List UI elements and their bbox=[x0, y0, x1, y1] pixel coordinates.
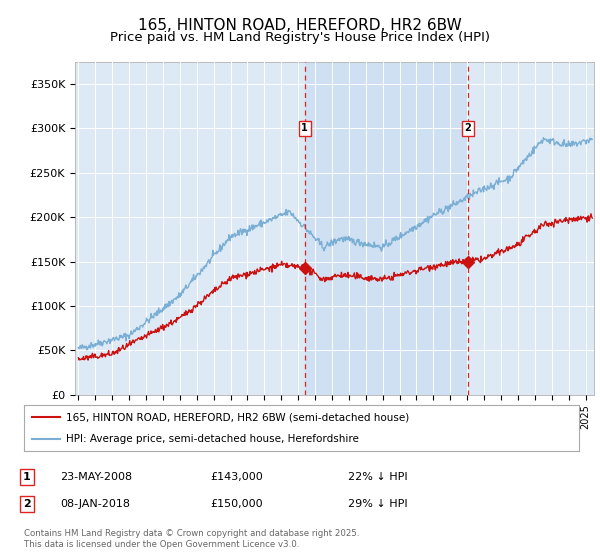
Text: 23-MAY-2008: 23-MAY-2008 bbox=[60, 472, 132, 482]
Text: £150,000: £150,000 bbox=[210, 499, 263, 509]
Text: 1: 1 bbox=[23, 472, 31, 482]
Text: HPI: Average price, semi-detached house, Herefordshire: HPI: Average price, semi-detached house,… bbox=[65, 435, 359, 444]
Text: 2: 2 bbox=[23, 499, 31, 509]
Text: 08-JAN-2018: 08-JAN-2018 bbox=[60, 499, 130, 509]
Bar bbox=[305, 62, 468, 395]
Text: 1: 1 bbox=[301, 123, 308, 133]
Text: Contains HM Land Registry data © Crown copyright and database right 2025.
This d: Contains HM Land Registry data © Crown c… bbox=[24, 529, 359, 549]
Text: 22% ↓ HPI: 22% ↓ HPI bbox=[348, 472, 407, 482]
Text: 2: 2 bbox=[464, 123, 471, 133]
Text: £143,000: £143,000 bbox=[210, 472, 263, 482]
Text: 165, HINTON ROAD, HEREFORD, HR2 6BW (semi-detached house): 165, HINTON ROAD, HEREFORD, HR2 6BW (sem… bbox=[65, 412, 409, 422]
Text: 29% ↓ HPI: 29% ↓ HPI bbox=[348, 499, 407, 509]
Text: 165, HINTON ROAD, HEREFORD, HR2 6BW: 165, HINTON ROAD, HEREFORD, HR2 6BW bbox=[138, 18, 462, 33]
Text: Price paid vs. HM Land Registry's House Price Index (HPI): Price paid vs. HM Land Registry's House … bbox=[110, 31, 490, 44]
